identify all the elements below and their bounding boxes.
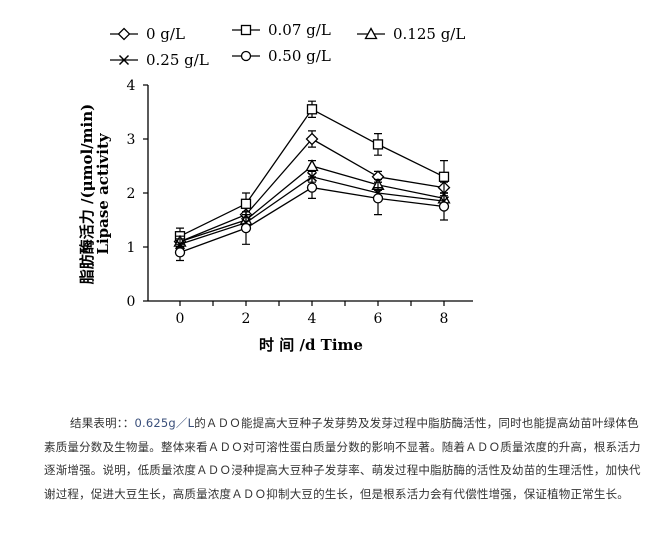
x-tick-label: 8 bbox=[440, 311, 449, 327]
x-tick-label: 2 bbox=[242, 311, 251, 327]
caption-body: 的ＡＤＯ能提高大豆种子发芽势及发芽过程中脂肪酶活性，同时也能提高幼苗叶绿体色素质… bbox=[44, 416, 641, 501]
y-axis-title-en: Lipase activity bbox=[94, 132, 112, 254]
data-point bbox=[240, 222, 252, 234]
legend-label: 0 g/L bbox=[146, 25, 185, 43]
y-tick-label: 4 bbox=[127, 78, 136, 94]
lipase-activity-chart: 0 g/L 0.07 g/L 0.125 g/L 0.25 g/L 0.50 g/L 0… bbox=[78, 21, 473, 354]
data-point bbox=[306, 104, 318, 115]
legend: 0 g/L 0.07 g/L 0.125 g/L 0.25 g/L 0.50 g/L bbox=[110, 21, 465, 69]
x-tick-label: 6 bbox=[374, 311, 383, 327]
y-tick-label: 1 bbox=[127, 240, 136, 256]
series-circle bbox=[174, 176, 450, 262]
axes: 0 1 2 3 4 0 2 4 6 8 bbox=[127, 78, 473, 327]
legend-item: 0.07 g/L bbox=[232, 21, 331, 39]
data-point bbox=[174, 247, 186, 258]
legend-item: 0 g/L bbox=[110, 25, 185, 43]
y-tick-label: 0 bbox=[127, 294, 136, 310]
series-layer bbox=[173, 100, 451, 262]
data-point bbox=[306, 182, 318, 193]
data-point bbox=[438, 201, 450, 212]
y-tick-label: 3 bbox=[127, 132, 136, 148]
caption-prefix: 结果表明：： bbox=[70, 416, 135, 430]
data-point bbox=[240, 198, 252, 209]
legend-label: 0.50 g/L bbox=[268, 47, 331, 65]
legend-marker bbox=[118, 54, 130, 66]
y-tick-label: 2 bbox=[127, 186, 136, 202]
legend-item: 0.50 g/L bbox=[232, 47, 331, 65]
y-axis-title-cn: 脂肪酶活力 /(μmol/min) bbox=[78, 104, 96, 284]
x-tick-label: 4 bbox=[308, 311, 317, 327]
data-point bbox=[438, 171, 450, 182]
legend-label: 0.125 g/L bbox=[393, 25, 465, 43]
legend-marker bbox=[364, 27, 378, 40]
x-tick-label: 0 bbox=[176, 311, 185, 327]
data-point bbox=[305, 159, 319, 172]
data-point bbox=[372, 139, 384, 150]
legend-marker bbox=[117, 27, 131, 41]
legend-marker bbox=[240, 24, 252, 36]
legend-marker bbox=[240, 50, 252, 62]
legend-label: 0.07 g/L bbox=[268, 21, 331, 39]
data-point bbox=[372, 193, 384, 204]
result-caption: 结果表明：：0.625g／L的ＡＤＯ能提高大豆种子发芽势及发芽过程中脂肪酶活性，… bbox=[44, 412, 644, 506]
caption-lead: 0.625g／L bbox=[134, 416, 195, 430]
data-point bbox=[305, 132, 319, 146]
legend-label: 0.25 g/L bbox=[146, 51, 209, 69]
x-axis-title: 时 间 /d Time bbox=[259, 336, 363, 354]
legend-item: 0.25 g/L bbox=[110, 51, 209, 69]
legend-item: 0.125 g/L bbox=[357, 25, 465, 43]
